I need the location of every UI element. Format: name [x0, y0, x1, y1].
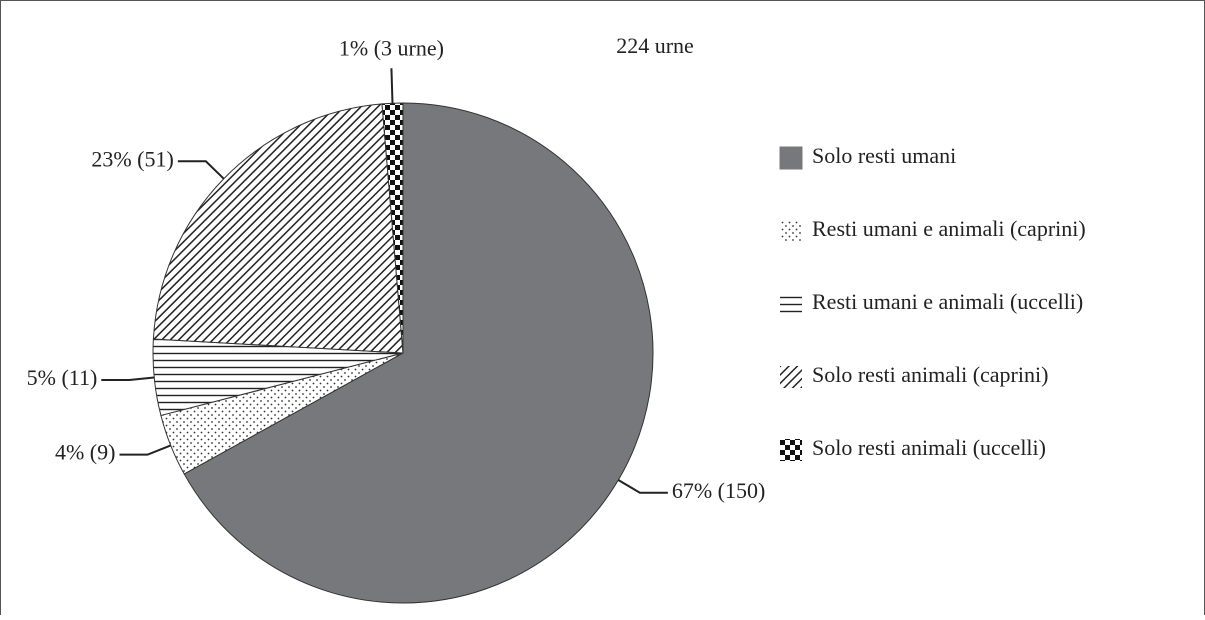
leader-line: [177, 160, 225, 180]
legend-label: Solo resti umani: [812, 143, 956, 168]
leader-line: [617, 479, 668, 494]
legend-label: Solo resti animali (caprini): [812, 362, 1048, 387]
leader-line: [390, 68, 394, 104]
data-label: 23% (51): [91, 146, 173, 171]
pie-slice: [152, 103, 404, 354]
data-label: 1% (3 urne): [339, 35, 444, 60]
legend-swatch: [780, 366, 802, 388]
legend-swatch: [780, 293, 802, 315]
leader-line: [119, 444, 172, 456]
legend-swatch: [780, 439, 802, 461]
pie-slice: [183, 102, 654, 604]
legend-label: Resti umani e animali (uccelli): [812, 289, 1083, 314]
data-label: 4% (9): [55, 440, 115, 465]
data-label: 5% (11): [27, 365, 98, 390]
legend-label: Solo resti animali (uccelli): [812, 435, 1046, 460]
legend-swatch: [780, 220, 802, 242]
legend-label: Resti umani e animali (caprini): [812, 216, 1086, 241]
data-label: 67% (150): [672, 478, 765, 503]
chart-title: 224 urne: [616, 33, 694, 58]
leader-line: [101, 376, 155, 381]
legend-swatch: [779, 146, 803, 170]
pie-slice: [381, 102, 404, 354]
